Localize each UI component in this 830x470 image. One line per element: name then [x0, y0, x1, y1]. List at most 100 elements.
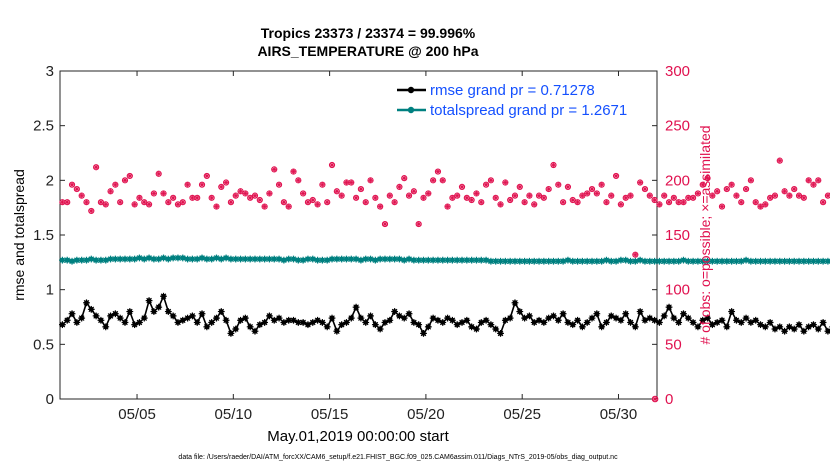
obs-count-point-cross	[695, 190, 701, 197]
x-tick-label: 05/25	[503, 406, 541, 423]
obs-count-point-cross	[353, 195, 359, 201]
obs-count-point-cross	[560, 199, 566, 205]
totalspread-point-star	[164, 255, 172, 263]
totalspread-point-star	[131, 255, 139, 263]
rmse-point-star	[723, 323, 731, 331]
obs-count-point-cross	[271, 166, 277, 172]
rmse-point-star	[583, 319, 591, 326]
obs-count-point-cross	[608, 193, 614, 199]
obs-count-point-cross	[247, 195, 253, 201]
rmse-point-star	[554, 316, 562, 324]
obs-count-point-cross	[440, 177, 446, 183]
obs-count-point-cross	[579, 193, 585, 199]
rmse-point-star	[516, 308, 524, 315]
obs-count-point-cross	[666, 199, 672, 205]
obs-count-point-cross	[98, 199, 104, 205]
obs-count-point-cross	[709, 193, 715, 199]
rmse-point-star	[92, 312, 100, 320]
totalspread-point-star	[747, 257, 755, 265]
totalspread-point-star	[458, 256, 466, 264]
rmse-point-star	[742, 314, 750, 322]
obs-count-point-cross	[570, 197, 576, 203]
obs-count-point-cross	[536, 193, 542, 199]
obs-count-point-cross	[117, 199, 123, 205]
totalspread-point-star	[68, 257, 76, 265]
obs-count-point-cross	[459, 184, 465, 190]
obs-count-point-cross	[132, 201, 138, 207]
y-right-tick-label: 150	[665, 227, 690, 244]
rmse-point-star	[78, 314, 86, 322]
obs-count-point-cross	[772, 193, 778, 199]
obs-count-point-cross	[83, 199, 90, 205]
obs-count-point-cross	[290, 168, 297, 175]
rmse-point-star	[343, 319, 350, 326]
totalspread-point-star	[752, 257, 760, 265]
obs-count-point-cross	[781, 188, 788, 194]
rmse-point-star	[790, 325, 798, 333]
x-tick-label: 05/20	[407, 406, 445, 423]
obs-count-point-cross	[127, 173, 133, 179]
totalspread-point-star	[280, 256, 288, 264]
obs-count-point-cross	[213, 203, 220, 210]
rmse-point-star	[781, 327, 788, 335]
obs-count-point-cross	[661, 193, 667, 199]
obs-count-point-cross	[550, 162, 557, 168]
totalspread-point-star	[371, 256, 379, 264]
totalspread-point-star	[612, 257, 620, 265]
y-right-tick-label: 0	[665, 391, 673, 408]
obs-count-point-cross	[237, 188, 244, 194]
rmse-point-star	[627, 319, 634, 326]
legend-totalspread-marker	[407, 106, 415, 114]
rmse-point-star	[574, 316, 581, 324]
totalspread-point-star	[424, 256, 432, 264]
rmse-point-star	[275, 314, 283, 322]
rmse-point-star	[511, 299, 519, 307]
obs-count-point-cross	[632, 252, 638, 258]
totalspread-point-star	[675, 257, 683, 265]
obs-count-point-cross	[680, 199, 687, 205]
totalspread-point-star	[603, 256, 610, 264]
rmse-point-star	[266, 312, 273, 320]
obs-count-point-cross	[401, 175, 407, 181]
obs-count-point-cross	[199, 182, 205, 188]
obs-count-point-cross	[319, 182, 325, 188]
y-left-tick-label: 0.5	[33, 336, 54, 353]
totalspread-point-star	[607, 257, 615, 265]
obs-count-point-cross	[671, 195, 677, 201]
chart-title-line-2: AIRS_TEMPERATURE @ 200 hPa	[257, 43, 478, 59]
totalspread-point-star	[737, 257, 745, 265]
totalspread-point-star	[617, 256, 625, 264]
obs-count-point-cross	[339, 193, 345, 199]
obs-count-point-cross	[358, 186, 364, 192]
rmse-point-star	[136, 319, 143, 326]
obs-count-point-cross	[815, 177, 821, 183]
rmse-point-star	[415, 321, 423, 329]
obs-count-point-cross	[204, 173, 210, 179]
y-left-tick-label: 1.5	[33, 227, 54, 244]
plot-area-frame	[59, 70, 658, 400]
totalspread-point-star	[396, 255, 403, 263]
totalspread-point-star	[386, 255, 394, 263]
rmse-point-star	[540, 319, 548, 326]
rmse-point-star	[323, 323, 331, 331]
rmse-point-star	[728, 308, 736, 315]
totalspread-point-star	[680, 256, 687, 264]
y-axis-right-ticks: 0 50 100 150 200 250 300	[652, 63, 690, 408]
obs-count-point-cross	[493, 195, 499, 201]
obs-count-point-cross	[363, 199, 369, 205]
totalspread-point-star	[179, 254, 187, 262]
obs-count-point-cross	[377, 203, 383, 210]
obs-count-point-cross	[103, 201, 109, 207]
obs-count-point-cross	[762, 201, 768, 207]
totalspread-point-star	[352, 255, 360, 263]
obs-count-point-cross	[189, 195, 195, 201]
y-left-tick-label: 3	[46, 63, 54, 80]
rmse-point-star	[492, 325, 500, 333]
legend: rmse grand pr = 0.71278 totalspread gran…	[397, 82, 627, 119]
obs-count-point-cross	[411, 188, 417, 194]
x-axis-label: May.01,2019 00:00:00 start	[267, 428, 449, 445]
totalspread-point-star	[102, 256, 110, 264]
rmse-point-star	[482, 316, 490, 324]
obs-count-point-cross	[324, 199, 330, 205]
